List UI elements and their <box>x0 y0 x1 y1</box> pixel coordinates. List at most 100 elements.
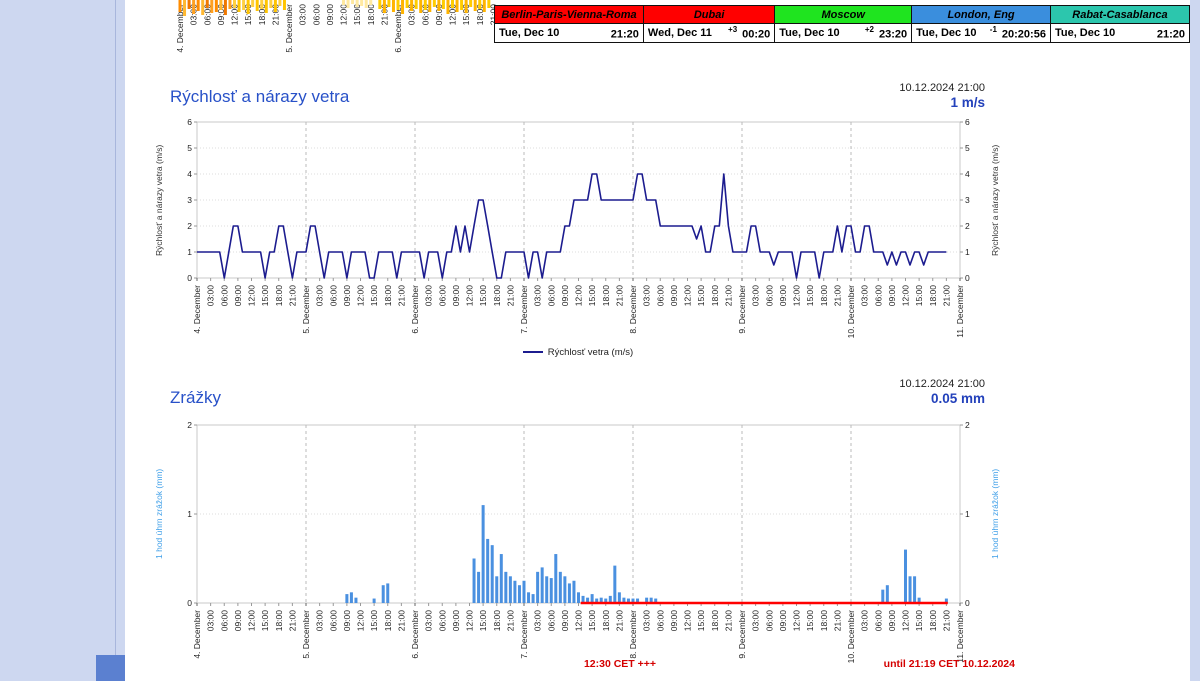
svg-text:4. December: 4. December <box>192 610 202 659</box>
svg-text:03:00: 03:00 <box>298 4 308 26</box>
svg-text:21:00: 21:00 <box>505 285 515 307</box>
svg-text:1: 1 <box>965 247 970 257</box>
svg-text:5: 5 <box>965 143 970 153</box>
svg-text:4: 4 <box>965 169 970 179</box>
svg-text:15:00: 15:00 <box>914 285 924 307</box>
svg-text:5. December: 5. December <box>301 285 311 334</box>
svg-text:06:00: 06:00 <box>437 610 447 632</box>
svg-text:15:00: 15:00 <box>696 610 706 632</box>
wind-chart-timestamp: 10.12.2024 21:00 <box>899 82 985 94</box>
precip-chart-current-value: 0.05 mm <box>930 391 985 406</box>
clock-utc-offset: -1 <box>989 24 997 34</box>
svg-text:10. December: 10. December <box>846 285 856 339</box>
svg-text:06:00: 06:00 <box>311 4 321 26</box>
svg-text:12:00: 12:00 <box>356 610 366 632</box>
svg-text:06:00: 06:00 <box>420 4 430 26</box>
svg-text:06:00: 06:00 <box>764 285 774 307</box>
svg-text:09:00: 09:00 <box>233 610 243 632</box>
clock-time: 20:20:56 <box>1001 28 1046 41</box>
svg-text:09:00: 09:00 <box>778 610 788 632</box>
svg-text:15:00: 15:00 <box>260 285 270 307</box>
clock-city-moscow: Moscow <box>774 5 913 24</box>
clock-city-berlin: Berlin-Paris-Vienna-Roma <box>494 5 644 24</box>
svg-text:11. December: 11. December <box>955 285 965 338</box>
clock-city-row: Berlin-Paris-Vienna-Roma Dubai Moscow Lo… <box>494 5 1191 24</box>
svg-text:21:00: 21:00 <box>941 610 951 632</box>
svg-text:18:00: 18:00 <box>366 4 376 26</box>
svg-text:7. December: 7. December <box>519 285 529 334</box>
clock-time-cell-rabat: Tue, Dec 10 21:20 <box>1049 23 1191 43</box>
svg-text:3: 3 <box>965 195 970 205</box>
svg-text:5: 5 <box>187 143 192 153</box>
svg-text:18:00: 18:00 <box>257 4 267 26</box>
svg-text:18:00: 18:00 <box>492 610 502 632</box>
svg-text:18:00: 18:00 <box>710 610 720 632</box>
svg-text:4. December: 4. December <box>192 285 202 334</box>
svg-text:06:00: 06:00 <box>873 285 883 307</box>
svg-text:03:00: 03:00 <box>189 4 199 26</box>
clock-time: 21:20 <box>1156 28 1185 41</box>
clock-time-cell-moscow: Tue, Dec 10 +2 23:20 <box>774 23 913 43</box>
svg-text:12:00: 12:00 <box>574 285 584 307</box>
svg-text:09:00: 09:00 <box>451 610 461 632</box>
svg-text:03:00: 03:00 <box>751 610 761 632</box>
clock-date: Tue, Dec 10 <box>916 27 977 39</box>
svg-text:6. December: 6. December <box>410 610 420 659</box>
svg-text:09:00: 09:00 <box>778 285 788 307</box>
svg-text:15:00: 15:00 <box>369 285 379 307</box>
svg-text:12:00: 12:00 <box>230 4 240 26</box>
svg-text:03:00: 03:00 <box>206 610 216 632</box>
svg-text:03:00: 03:00 <box>424 285 434 307</box>
clock-time: 00:20 <box>742 28 771 41</box>
svg-text:09:00: 09:00 <box>451 285 461 307</box>
wind-chart-title: Rýchlosť a nárazy vetra <box>170 87 350 106</box>
svg-text:15:00: 15:00 <box>461 4 471 26</box>
svg-text:15:00: 15:00 <box>478 285 488 307</box>
svg-text:15:00: 15:00 <box>587 285 597 307</box>
svg-text:18:00: 18:00 <box>601 285 611 307</box>
svg-text:09:00: 09:00 <box>560 285 570 307</box>
svg-text:03:00: 03:00 <box>860 610 870 632</box>
svg-text:21:00: 21:00 <box>832 285 842 307</box>
svg-text:03:00: 03:00 <box>860 285 870 307</box>
svg-text:03:00: 03:00 <box>424 610 434 632</box>
svg-text:09:00: 09:00 <box>560 610 570 632</box>
precip-chart-meta: 10.12.2024 21:00 0.05 mm <box>685 378 985 406</box>
svg-text:12:00: 12:00 <box>901 610 911 632</box>
clock-time-row: Tue, Dec 10 21:20 Wed, Dec 11 +3 00:20 Tu… <box>494 23 1191 43</box>
svg-text:4. December: 4. December <box>175 4 185 53</box>
top-chart-axis-remnant: 4. December 03:00 06:00 09:00 12:00 15:00 18:0… <box>175 0 498 53</box>
clock-time: 21:20 <box>610 28 639 41</box>
wind-chart-current-value: 1 m/s <box>950 95 985 110</box>
svg-text:6: 6 <box>965 117 970 127</box>
svg-text:18:00: 18:00 <box>928 610 938 632</box>
svg-text:18:00: 18:00 <box>383 610 393 632</box>
svg-text:21:00: 21:00 <box>396 285 406 307</box>
svg-text:06:00: 06:00 <box>764 610 774 632</box>
svg-text:03:00: 03:00 <box>206 285 216 307</box>
svg-text:21:00: 21:00 <box>505 610 515 632</box>
svg-text:7. December: 7. December <box>519 610 529 659</box>
svg-text:5. December: 5. December <box>284 4 294 53</box>
precip-chart-timestamp: 10.12.2024 21:00 <box>899 378 985 390</box>
legend-label: Rýchlosť vetra (m/s) <box>547 347 634 358</box>
svg-text:18:00: 18:00 <box>601 610 611 632</box>
svg-text:21:00: 21:00 <box>287 610 297 632</box>
svg-text:12:00: 12:00 <box>247 610 257 632</box>
svg-text:18:00: 18:00 <box>492 285 502 307</box>
svg-text:12:00: 12:00 <box>465 610 475 632</box>
svg-text:3: 3 <box>187 195 192 205</box>
svg-text:03:00: 03:00 <box>642 285 652 307</box>
svg-text:1: 1 <box>187 509 192 519</box>
svg-text:18:00: 18:00 <box>819 610 829 632</box>
svg-text:15:00: 15:00 <box>478 610 488 632</box>
svg-text:09:00: 09:00 <box>342 610 352 632</box>
svg-text:15:00: 15:00 <box>243 4 253 26</box>
svg-text:21:00: 21:00 <box>723 285 733 307</box>
svg-text:06:00: 06:00 <box>202 4 212 26</box>
svg-text:2: 2 <box>187 221 192 231</box>
svg-text:06:00: 06:00 <box>546 610 556 632</box>
content-panel: 4. December 03:00 06:00 09:00 12:00 15:00 18:0… <box>125 0 1191 681</box>
svg-text:18:00: 18:00 <box>383 285 393 307</box>
